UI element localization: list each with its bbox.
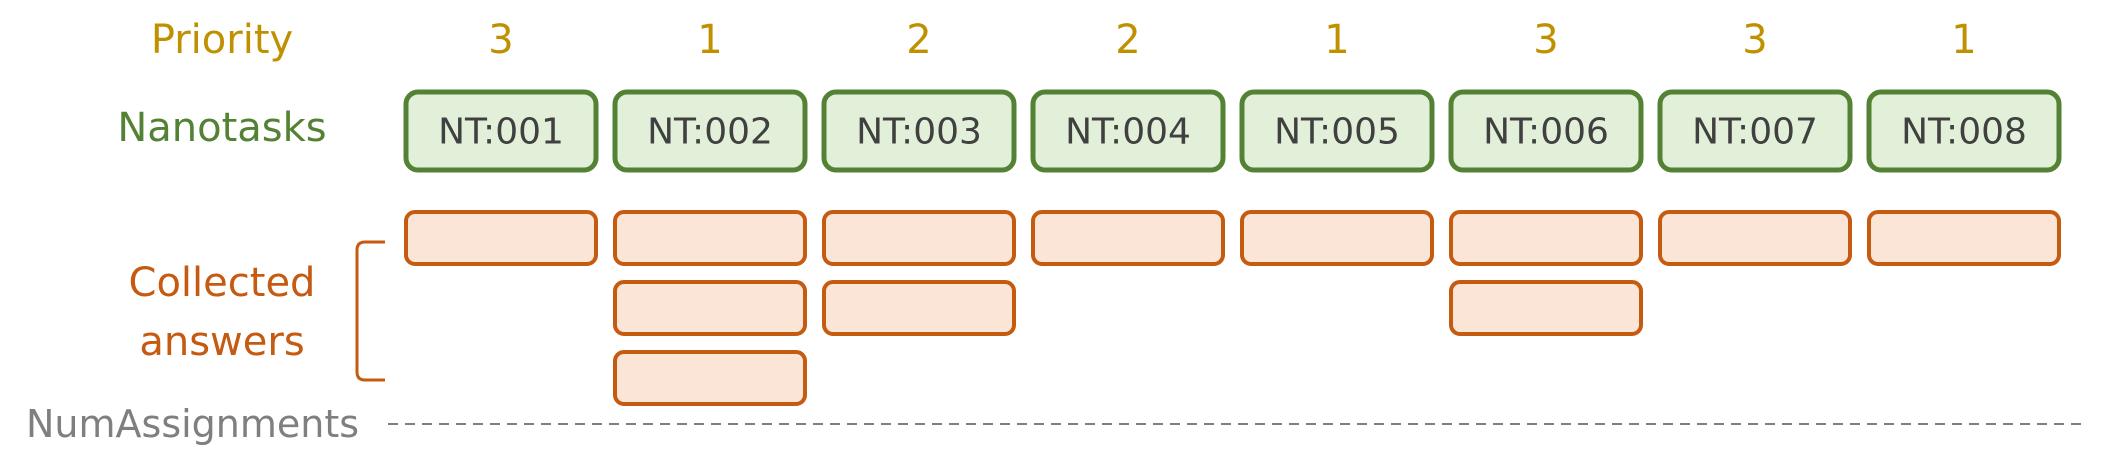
- answer-box: [1867, 210, 2061, 266]
- collected-answers-label-line2: answers: [139, 319, 304, 365]
- nanotask-box: [1657, 89, 1853, 173]
- nanotask-box: [403, 89, 599, 173]
- priority-value: 3: [1742, 17, 1767, 63]
- priority-value: 2: [906, 17, 931, 63]
- answer-box: [404, 210, 598, 266]
- nanotask-id: NT:002: [647, 112, 773, 153]
- num-assignments-label: NumAssignments: [26, 402, 359, 446]
- nanotask-id: NT:001: [438, 112, 564, 153]
- task-column: 2 NT:004: [1030, 17, 1226, 266]
- nanotask-box: [1030, 89, 1226, 173]
- nanotask-id: NT:008: [1901, 112, 2027, 153]
- nanotask-id: NT:005: [1274, 112, 1400, 153]
- answer-box: [613, 280, 807, 336]
- priority-value: 1: [1951, 17, 1976, 63]
- task-column: 1 NT:005: [1239, 17, 1435, 266]
- task-columns: 3 NT:001 1 NT:002 2 NT:003 2 NT:004 1 NT:005 3 NT:0…: [403, 17, 2062, 406]
- answer-box: [613, 210, 807, 266]
- nanotasks-label: Nanotasks: [117, 105, 326, 151]
- priority-label: Priority: [151, 17, 293, 63]
- nanotask-box: [1448, 89, 1644, 173]
- answer-box: [822, 210, 1016, 266]
- task-column: 2 NT:003: [821, 17, 1017, 336]
- nanotask-box: [821, 89, 1017, 173]
- priority-value: 1: [1324, 17, 1349, 63]
- collected-answers-bracket: [355, 240, 385, 382]
- priority-value: 3: [488, 17, 513, 63]
- answer-box: [1240, 210, 1434, 266]
- answer-box: [1449, 280, 1643, 336]
- task-column: 3 NT:007: [1657, 17, 1853, 266]
- collected-answers-label-line1: Collected: [129, 260, 316, 306]
- answer-box: [1031, 210, 1225, 266]
- priority-value: 1: [697, 17, 722, 63]
- task-column: 3 NT:006: [1448, 17, 1644, 336]
- nanotask-box: [1866, 89, 2062, 173]
- priority-value: 2: [1115, 17, 1140, 63]
- nanotask-id: NT:003: [856, 112, 982, 153]
- task-column: 3 NT:001: [403, 17, 599, 266]
- answer-box: [613, 350, 807, 406]
- nanotask-id: NT:004: [1065, 112, 1191, 153]
- answer-box: [1449, 210, 1643, 266]
- task-column: 1 NT:002: [612, 17, 808, 406]
- nanotask-id: NT:007: [1692, 112, 1818, 153]
- nanotask-box: [1239, 89, 1435, 173]
- priority-value: 3: [1533, 17, 1558, 63]
- answer-box: [822, 280, 1016, 336]
- answer-box: [1658, 210, 1852, 266]
- task-column: 1 NT:008: [1866, 17, 2062, 266]
- nanotask-box: [612, 89, 808, 173]
- nanotask-id: NT:006: [1483, 112, 1609, 153]
